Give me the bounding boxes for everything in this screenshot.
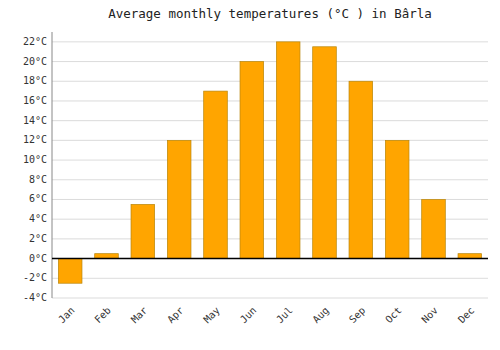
x-tick-label: Jan xyxy=(56,305,77,326)
x-tick-label: Oct xyxy=(383,305,404,326)
y-tick-labels: -4°C -2°C 0°C 2°C 4°C 6°C 8°C 10°C 12°C 14°C 16°C 1… xyxy=(23,36,47,303)
y-tick-label: 12°C xyxy=(23,134,47,145)
grid-line xyxy=(52,298,488,299)
grid-line xyxy=(52,120,488,121)
y-tick-label: -2°C xyxy=(23,272,47,283)
y-tick-label: 22°C xyxy=(23,36,47,47)
grid-line xyxy=(52,179,488,180)
bar xyxy=(385,140,409,258)
y-tick-label: -4°C xyxy=(23,292,47,303)
grid-line xyxy=(52,100,488,101)
y-tick-label: 18°C xyxy=(23,75,47,86)
y-tick-label: 14°C xyxy=(23,115,47,126)
bar xyxy=(167,140,191,258)
x-tick-labels: Jan Feb Mar Apr May Jun Jul Aug Sep Oct Nov Dec xyxy=(56,305,476,326)
grid-line xyxy=(52,81,488,82)
bar xyxy=(131,204,155,258)
grid-line xyxy=(52,61,488,62)
bar xyxy=(313,47,337,259)
chart-container: -4°C -2°C 0°C 2°C 4°C 6°C 8°C 10°C 12°C 14°C 16°C 1… xyxy=(0,0,500,350)
y-tick-label: 0°C xyxy=(29,253,47,264)
grid-line xyxy=(52,278,488,279)
x-tick-label: Feb xyxy=(92,305,113,326)
title: Average monthly temperatures (°C ) in Bâ… xyxy=(108,6,432,21)
bar xyxy=(422,199,446,258)
chart: -4°C -2°C 0°C 2°C 4°C 6°C 8°C 10°C 12°C 14°C 16°C 1… xyxy=(0,0,500,350)
y-tick-label: 4°C xyxy=(29,213,47,224)
y-tick-label: 16°C xyxy=(23,95,47,106)
x-tick-label: May xyxy=(201,305,222,326)
baseline xyxy=(52,258,488,260)
x-tick-label: Sep xyxy=(347,305,368,326)
bar xyxy=(276,42,300,259)
y-tick-label: 20°C xyxy=(23,56,47,67)
grid-line xyxy=(52,140,488,141)
x-tick-label: Mar xyxy=(129,305,150,326)
x-tick-label: Aug xyxy=(310,305,331,326)
x-tick-label: Dec xyxy=(456,305,477,326)
grid-line xyxy=(52,41,488,42)
y-tick-label: 2°C xyxy=(29,233,47,244)
y-tick-label: 8°C xyxy=(29,174,47,185)
y-tick-label: 6°C xyxy=(29,193,47,204)
x-tick-label: Apr xyxy=(165,305,186,326)
bar xyxy=(204,91,228,258)
grid-line xyxy=(52,160,488,161)
bars xyxy=(58,42,481,283)
x-tick-label: Jun xyxy=(238,305,259,326)
x-tick-label: Nov xyxy=(419,305,440,326)
bar xyxy=(349,81,373,258)
grid xyxy=(52,42,488,298)
bar xyxy=(58,259,82,284)
x-tick-label: Jul xyxy=(274,305,295,326)
bar xyxy=(240,62,264,259)
y-tick-label: 10°C xyxy=(23,154,47,165)
grid-line xyxy=(52,258,488,259)
